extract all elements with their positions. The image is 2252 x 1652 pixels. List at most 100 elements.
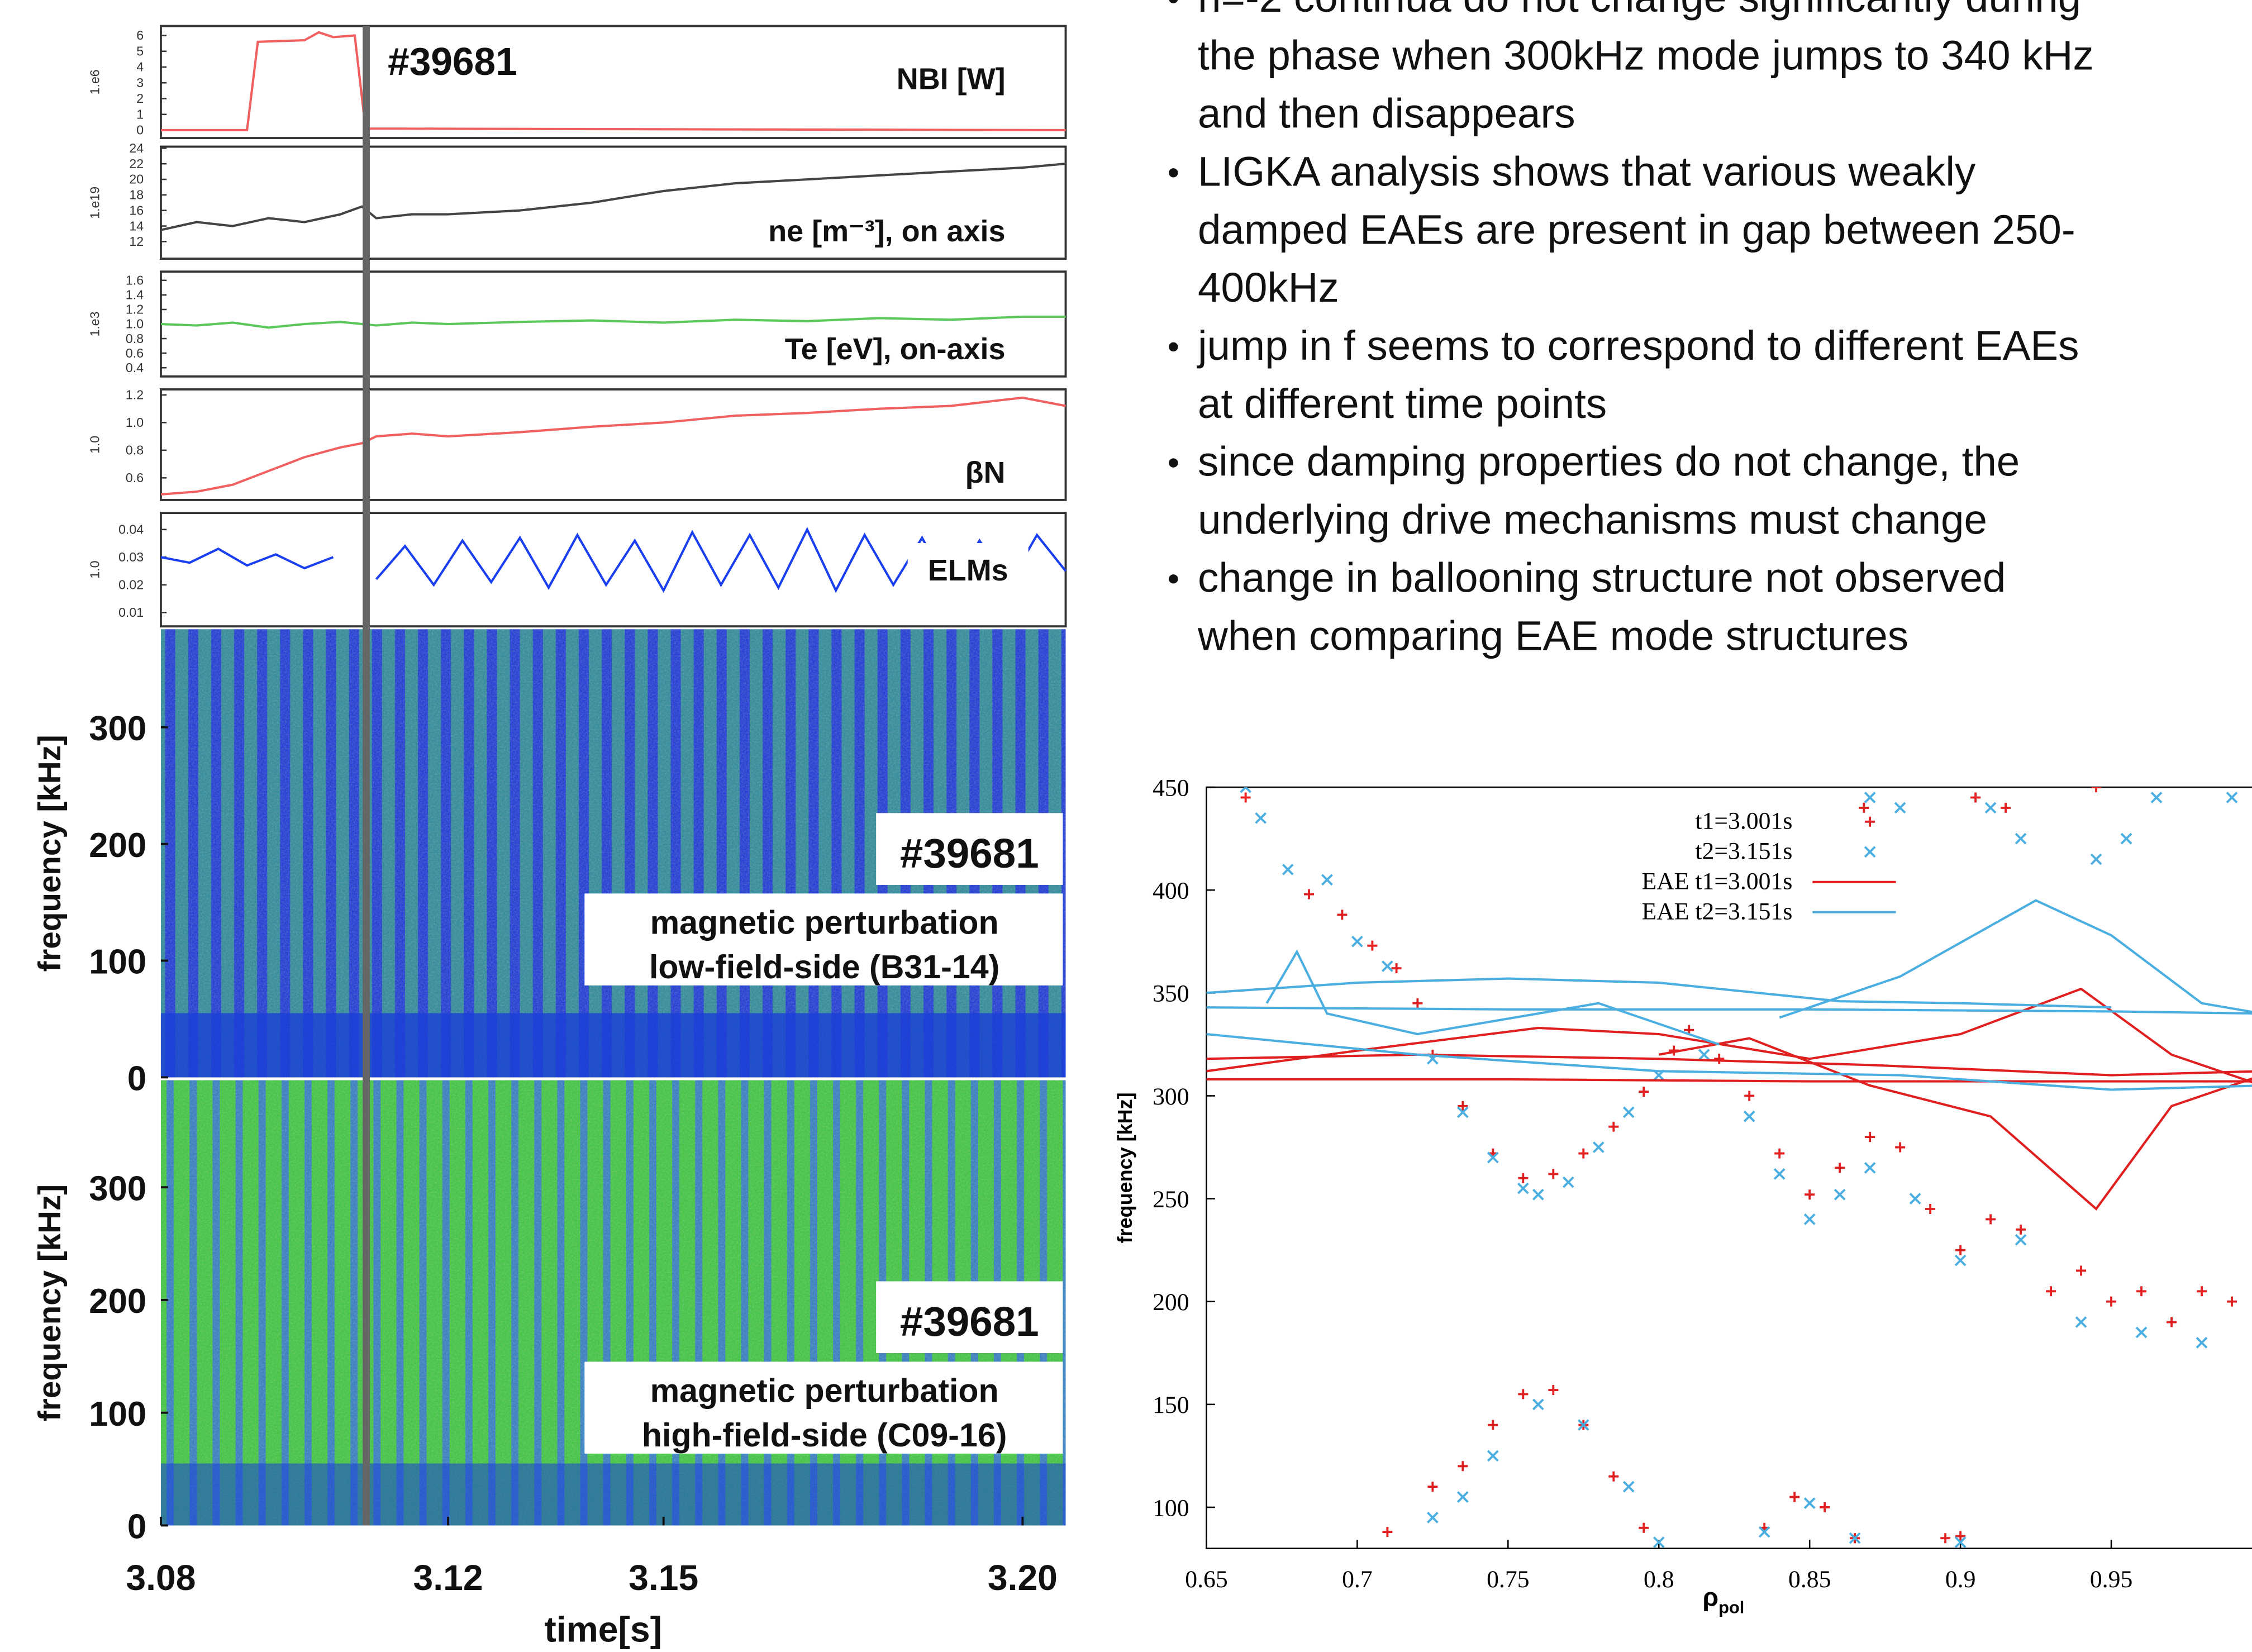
y-tick-label: 18 <box>129 188 144 202</box>
legend-label: t1=3.001s <box>1695 808 1792 835</box>
y-tick-label: 400 <box>1153 878 1189 904</box>
bullet-text: n=-2 continua do not change significantl… <box>1198 0 2081 21</box>
y-tick-label: 1.4 <box>126 288 144 302</box>
y-tick-label: 0 <box>127 1060 146 1098</box>
y-tick-label: 16 <box>129 203 144 217</box>
x-axis-label: time[s] <box>544 1610 662 1650</box>
bullet-dot <box>1169 0 1178 3</box>
x-tick-label: 0.8 <box>1644 1566 1674 1593</box>
spectrogram-panel: 0 100 200 300 frequency [kHz] #39681 magnetic … <box>32 629 1066 1098</box>
y-tick-label: 0 <box>136 123 144 137</box>
y-tick-label: 4 <box>136 60 144 74</box>
y-tick-label: 24 <box>129 141 144 155</box>
bullet-dot <box>1169 168 1178 177</box>
y-tick-label: 1.2 <box>126 388 144 402</box>
annotation: NBI [W] <box>897 63 1006 96</box>
y-tick-label: 350 <box>1153 980 1189 1007</box>
x-tick-label: 0.95 <box>2090 1566 2132 1593</box>
y-tick-label: 1 <box>136 107 144 121</box>
annotation: magnetic perturbation <box>650 1372 999 1409</box>
legend-label: t2=3.151s <box>1695 838 1792 865</box>
annotation: #39681 <box>900 830 1039 877</box>
y-axis-label: frequency [kHz] <box>32 735 67 972</box>
bullet-text: at different time points <box>1198 380 1607 427</box>
x-tick-label: 0.65 <box>1185 1566 1227 1593</box>
y-tick-label: 14 <box>129 218 144 233</box>
y-tick-label: 200 <box>1153 1289 1189 1316</box>
bullet-text: 400kHz <box>1198 264 1339 311</box>
y-tick-label: 6 <box>136 28 144 42</box>
y-tick-label: 0 <box>127 1508 146 1546</box>
scale-label: 1.0 <box>87 561 102 579</box>
y-axis-label: frequency [kHz] <box>32 1184 67 1421</box>
x-tick-label: 0.9 <box>1945 1566 1976 1593</box>
annotation: #39681 <box>900 1298 1039 1345</box>
bullet-text: when comparing EAE mode structures <box>1197 612 1908 659</box>
annotation: magnetic perturbation <box>650 903 999 941</box>
scale-label: 1.e3 <box>87 312 102 337</box>
slide: n=-2 continua do not change significantl… <box>0 0 2252 1652</box>
y-tick-label: 250 <box>1153 1186 1189 1213</box>
bullet-text: change in ballooning structure not obser… <box>1198 554 2006 601</box>
y-tick-label: 100 <box>89 943 146 982</box>
signal-panel: 0.6 0.8 1.0 1.2 1.0 βN <box>87 388 1065 500</box>
bullet-dot <box>1169 342 1178 351</box>
annotation: βN <box>965 456 1006 489</box>
bullet-dot <box>1169 574 1178 583</box>
y-tick-label: 1.2 <box>126 302 144 317</box>
x-tick-label: 0.7 <box>1342 1566 1373 1593</box>
scale-label: 1.e19 <box>87 187 102 219</box>
x-axis-label-main: ρ <box>1703 1582 1719 1611</box>
annotation: high-field-side (C09-16) <box>642 1416 1007 1454</box>
y-tick-label: 100 <box>89 1395 146 1434</box>
y-tick-label: 12 <box>129 234 144 249</box>
y-tick-label: 0.4 <box>126 360 144 375</box>
y-tick-label: 300 <box>89 1169 146 1208</box>
y-tick-label: 300 <box>89 710 146 748</box>
x-axis-label: ρpol <box>1703 1582 1745 1617</box>
y-tick-label: 200 <box>89 826 146 865</box>
bullet-text: damped EAEs are present in gap between 2… <box>1198 206 2075 253</box>
y-tick-label: 0.8 <box>126 443 144 458</box>
low-band <box>161 1013 1066 1078</box>
y-tick-label: 200 <box>89 1282 146 1321</box>
bullet-dot <box>1169 458 1178 467</box>
page: n=-2 continua do not change significantl… <box>0 0 2252 1652</box>
annotation: Te [eV], on-axis <box>785 332 1006 366</box>
x-tick-label: 3.12 <box>413 1558 483 1598</box>
y-tick-label: 0.02 <box>118 578 144 592</box>
annotation: ne [m⁻³], on axis <box>768 215 1005 248</box>
y-tick-label: 3 <box>136 75 144 90</box>
bullet-text: LIGKA analysis shows that various weakly <box>1198 148 1976 194</box>
scale-label: 1.0 <box>87 436 102 454</box>
y-tick-label: 20 <box>129 172 144 187</box>
y-tick-label: 0.04 <box>118 522 144 537</box>
y-axis-label: frequency [kHz] <box>1113 1092 1136 1243</box>
y-tick-label: 1.6 <box>126 273 144 288</box>
x-tick-label: 0.85 <box>1788 1566 1831 1593</box>
y-tick-label: 100 <box>1153 1494 1189 1521</box>
y-tick-label: 5 <box>136 44 144 58</box>
bullet-text: and then disappears <box>1198 91 1575 137</box>
x-tick-label: 3.20 <box>988 1558 1058 1598</box>
low-band <box>161 1464 1066 1526</box>
annotation: ELMs <box>928 554 1008 587</box>
bullet-text: jump in f seems to correspond to differe… <box>1197 322 2079 369</box>
y-tick-label: 22 <box>129 156 144 171</box>
legend-label: EAE t2=3.151s <box>1642 898 1793 925</box>
y-tick-label: 1.0 <box>126 317 144 331</box>
y-tick-label: 1.0 <box>126 415 144 430</box>
y-tick-label: 150 <box>1153 1392 1189 1418</box>
y-tick-label: 450 <box>1153 775 1189 802</box>
y-tick-label: 0.6 <box>126 470 144 485</box>
y-tick-label: 0.01 <box>118 605 144 620</box>
x-tick-label: 0.75 <box>1487 1566 1529 1593</box>
scale-label: 1.e6 <box>87 69 102 94</box>
y-tick-label: 0.8 <box>126 331 144 346</box>
